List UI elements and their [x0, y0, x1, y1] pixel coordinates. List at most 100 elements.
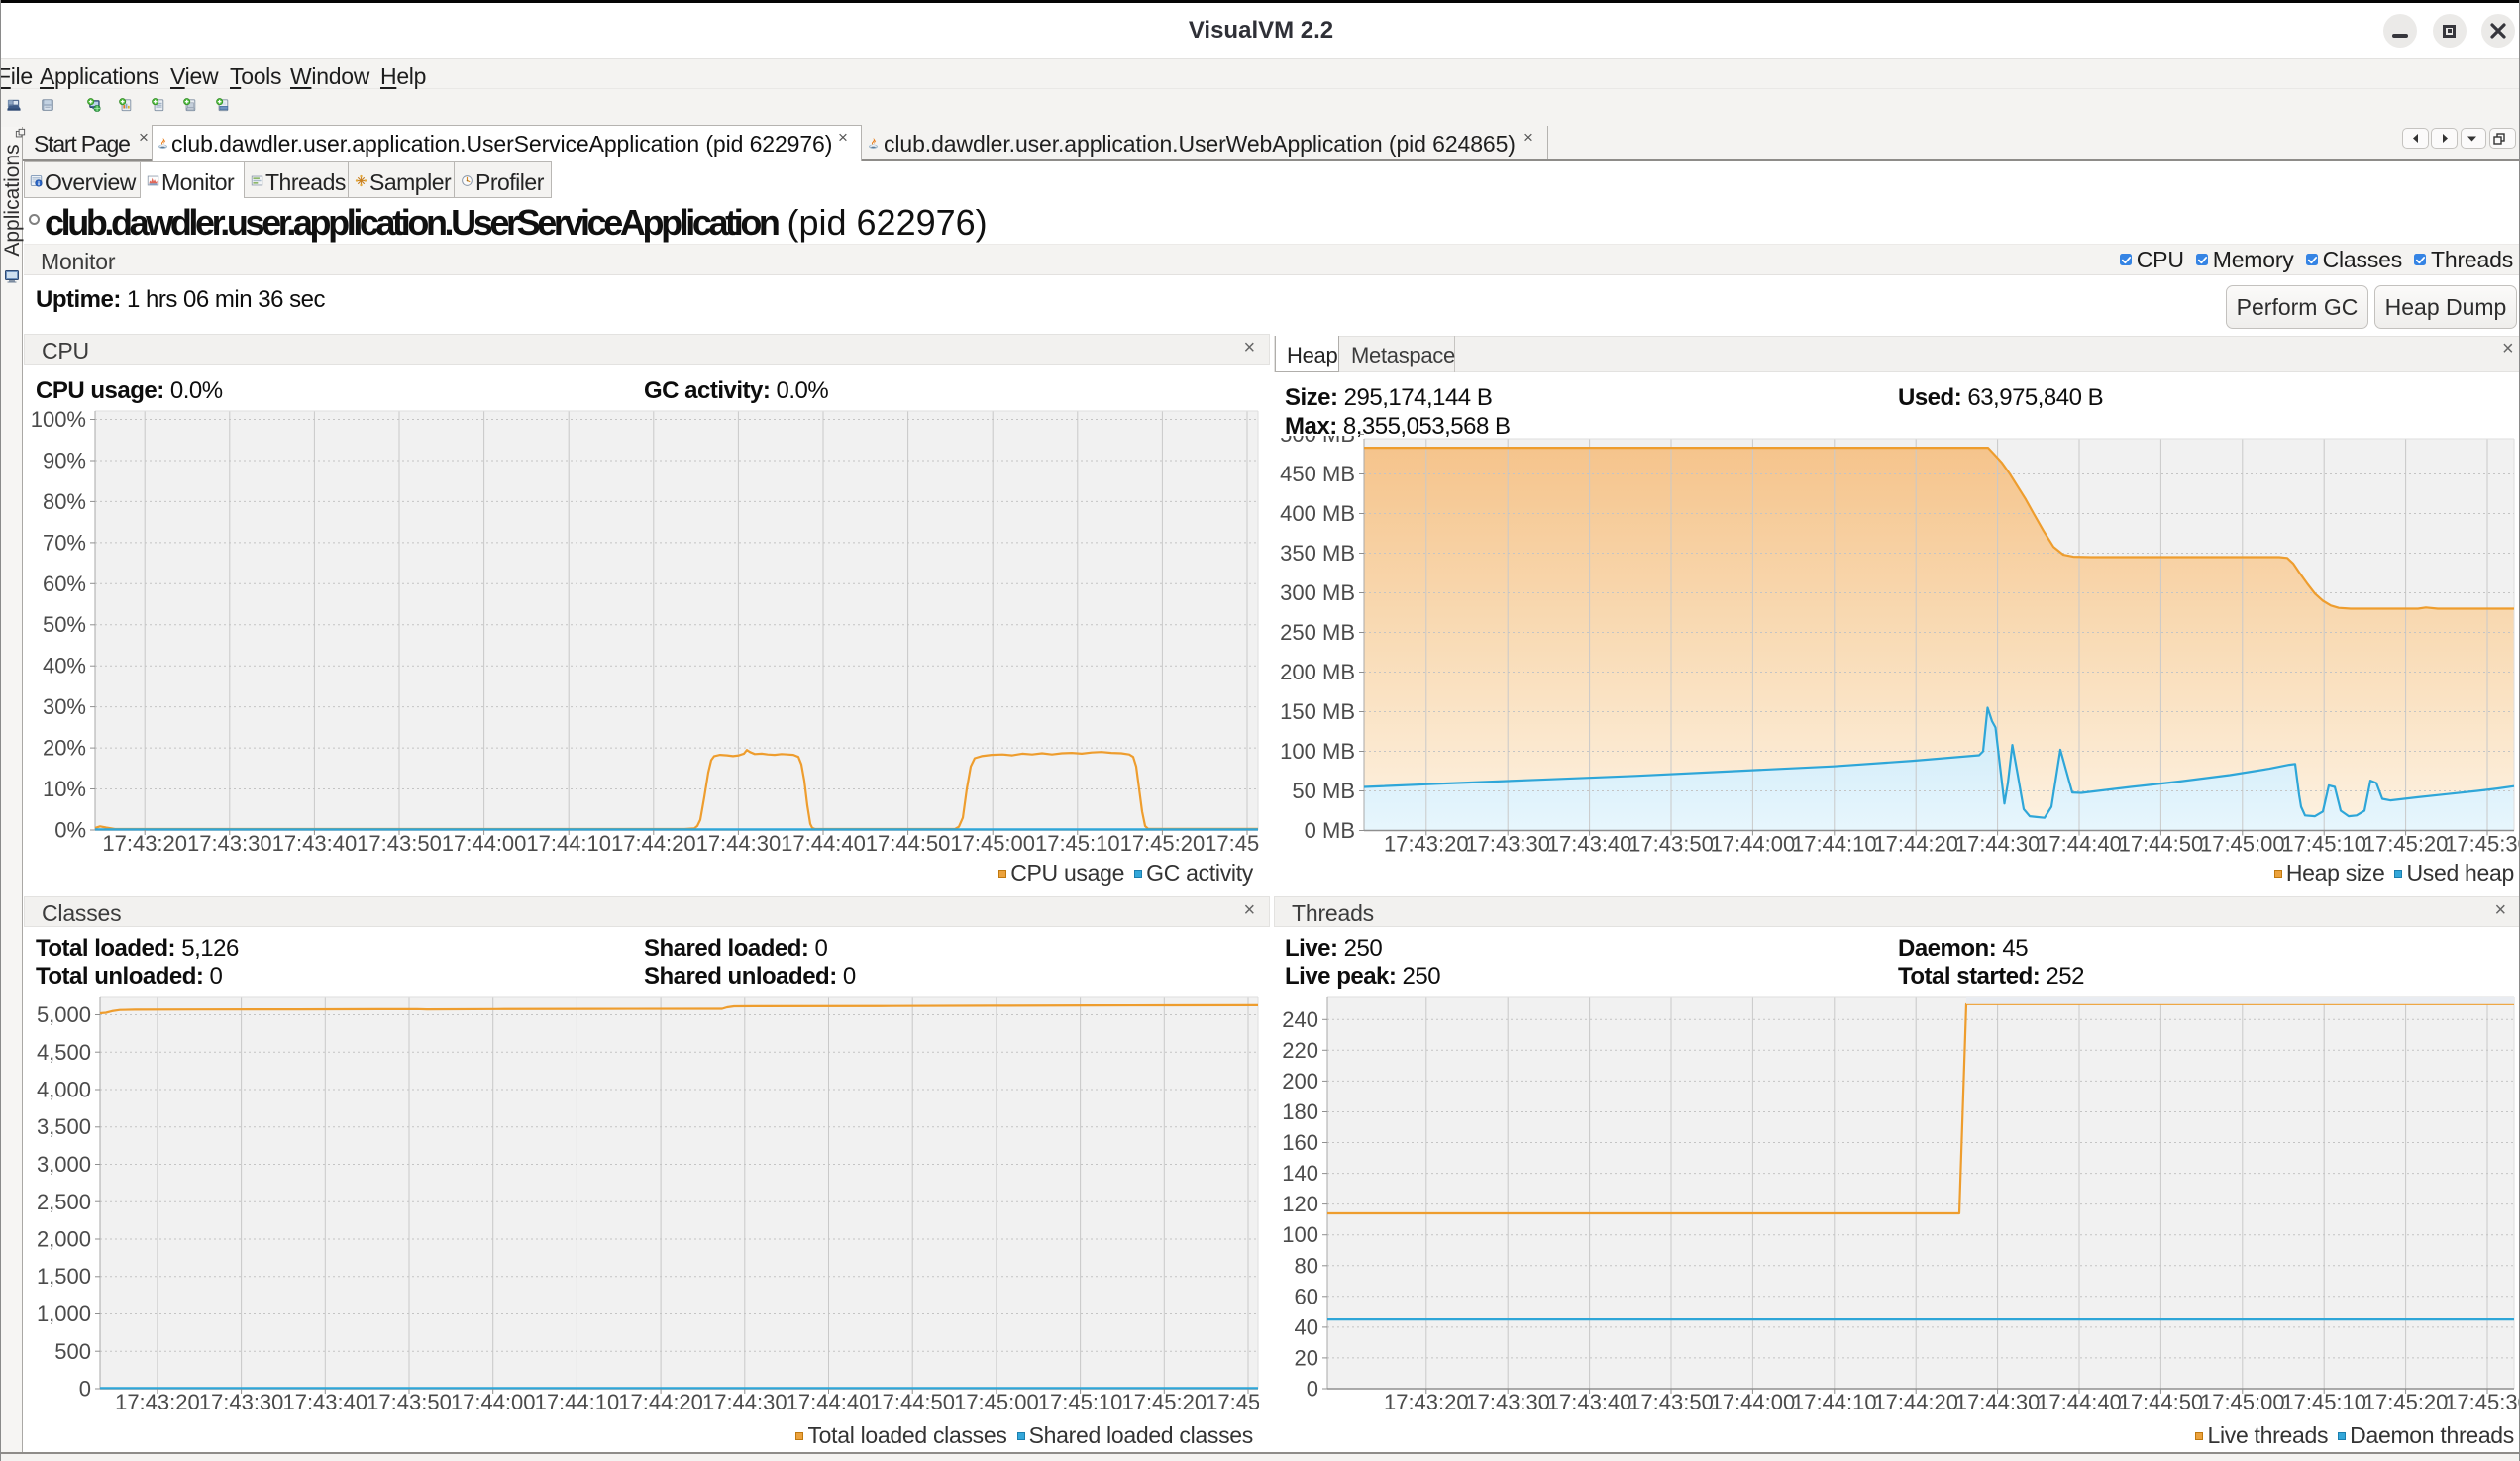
- svg-text:0: 0: [79, 1377, 91, 1402]
- svg-text:4,000: 4,000: [37, 1078, 91, 1102]
- svg-text:50%: 50%: [43, 612, 86, 637]
- svg-text:17:43:30: 17:43:30: [187, 831, 272, 856]
- svg-text:17:45:10: 17:45:10: [1035, 831, 1120, 856]
- svg-text:17:44:20: 17:44:20: [1873, 1390, 1958, 1414]
- svg-text:17:45:30: 17:45:30: [2445, 1390, 2520, 1414]
- svg-text:17:45:00: 17:45:00: [2200, 832, 2285, 857]
- svg-text:17:43:20: 17:43:20: [1384, 832, 1469, 857]
- svg-text:17:44:00: 17:44:00: [1711, 832, 1796, 857]
- svg-text:17:44:30: 17:44:30: [702, 1390, 788, 1414]
- svg-text:17:43:40: 17:43:40: [1547, 832, 1632, 857]
- svg-text:17:44:10: 17:44:10: [1792, 1390, 1877, 1414]
- svg-text:17:44:40: 17:44:40: [781, 831, 866, 856]
- svg-text:17:43:30: 17:43:30: [199, 1390, 284, 1414]
- svg-text:17:45:10: 17:45:10: [2281, 1390, 2366, 1414]
- svg-text:17:45:00: 17:45:00: [2200, 1390, 2285, 1414]
- svg-text:17:44:40: 17:44:40: [2037, 832, 2122, 857]
- svg-text:17:45:10: 17:45:10: [1038, 1390, 1123, 1414]
- svg-text:10%: 10%: [43, 777, 86, 801]
- svg-text:2,500: 2,500: [37, 1190, 91, 1214]
- svg-text:80: 80: [1295, 1253, 1318, 1278]
- svg-text:17:43:50: 17:43:50: [357, 831, 442, 856]
- svg-text:17:44:00: 17:44:00: [451, 1390, 536, 1414]
- svg-text:17:45:10: 17:45:10: [2281, 832, 2366, 857]
- svg-text:300 MB: 300 MB: [1280, 580, 1355, 605]
- svg-text:17:43:50: 17:43:50: [367, 1390, 452, 1414]
- svg-text:150 MB: 150 MB: [1280, 699, 1355, 724]
- svg-text:17:45:20: 17:45:20: [2363, 1390, 2449, 1414]
- svg-text:450 MB: 450 MB: [1280, 462, 1355, 486]
- svg-text:1,500: 1,500: [37, 1264, 91, 1289]
- svg-text:17:44:00: 17:44:00: [1711, 1390, 1796, 1414]
- svg-text:17:45:30: 17:45:30: [1206, 1390, 1259, 1414]
- svg-text:17:44:20: 17:44:20: [618, 1390, 703, 1414]
- svg-text:17:43:20: 17:43:20: [102, 831, 187, 856]
- svg-text:60%: 60%: [43, 572, 86, 596]
- svg-text:140: 140: [1282, 1161, 1318, 1186]
- svg-text:17:43:40: 17:43:40: [282, 1390, 368, 1414]
- svg-text:5,000: 5,000: [37, 1002, 91, 1027]
- svg-text:180: 180: [1282, 1099, 1318, 1124]
- svg-text:17:44:30: 17:44:30: [1955, 1390, 2041, 1414]
- svg-text:17:43:20: 17:43:20: [1384, 1390, 1469, 1414]
- svg-text:40: 40: [1295, 1314, 1318, 1339]
- svg-text:120: 120: [1282, 1192, 1318, 1216]
- svg-text:17:45:20: 17:45:20: [1121, 1390, 1207, 1414]
- svg-text:220: 220: [1282, 1038, 1318, 1063]
- svg-text:17:43:50: 17:43:50: [1628, 832, 1714, 857]
- svg-text:17:43:30: 17:43:30: [1465, 832, 1550, 857]
- svg-text:17:44:20: 17:44:20: [1873, 832, 1958, 857]
- svg-text:17:44:00: 17:44:00: [442, 831, 527, 856]
- svg-text:20%: 20%: [43, 736, 86, 761]
- svg-text:2,000: 2,000: [37, 1227, 91, 1252]
- svg-text:17:44:50: 17:44:50: [2119, 832, 2204, 857]
- svg-text:500 MB: 500 MB: [1280, 422, 1355, 447]
- svg-text:17:45:30: 17:45:30: [2445, 832, 2520, 857]
- svg-text:160: 160: [1282, 1130, 1318, 1155]
- svg-text:17:45:00: 17:45:00: [950, 831, 1035, 856]
- svg-text:17:44:10: 17:44:10: [1792, 832, 1877, 857]
- svg-text:17:44:20: 17:44:20: [611, 831, 696, 856]
- svg-text:100: 100: [1282, 1222, 1318, 1247]
- svg-text:500: 500: [54, 1339, 91, 1364]
- svg-text:17:45:20: 17:45:20: [2363, 832, 2449, 857]
- svg-text:0: 0: [1307, 1377, 1318, 1402]
- svg-text:17:44:30: 17:44:30: [696, 831, 782, 856]
- svg-text:4,500: 4,500: [37, 1040, 91, 1065]
- svg-text:0%: 0%: [54, 818, 86, 843]
- svg-text:60: 60: [1295, 1284, 1318, 1308]
- svg-text:17:44:10: 17:44:10: [535, 1390, 620, 1414]
- svg-text:100 MB: 100 MB: [1280, 739, 1355, 764]
- svg-text:17:44:30: 17:44:30: [1955, 832, 2041, 857]
- svg-text:200: 200: [1282, 1069, 1318, 1094]
- svg-text:17:43:50: 17:43:50: [1628, 1390, 1714, 1414]
- svg-text:17:44:10: 17:44:10: [526, 831, 611, 856]
- svg-text:17:44:40: 17:44:40: [2037, 1390, 2122, 1414]
- svg-text:17:44:50: 17:44:50: [870, 1390, 955, 1414]
- svg-text:17:43:30: 17:43:30: [1465, 1390, 1550, 1414]
- svg-text:70%: 70%: [43, 530, 86, 555]
- svg-text:17:44:40: 17:44:40: [787, 1390, 872, 1414]
- svg-text:17:43:20: 17:43:20: [115, 1390, 200, 1414]
- svg-text:17:43:40: 17:43:40: [272, 831, 358, 856]
- svg-text:90%: 90%: [43, 449, 86, 473]
- svg-text:17:45:30: 17:45:30: [1205, 831, 1259, 856]
- svg-text:17:45:20: 17:45:20: [1120, 831, 1206, 856]
- svg-text:3,500: 3,500: [37, 1114, 91, 1139]
- svg-text:50 MB: 50 MB: [1292, 779, 1355, 803]
- svg-text:0 MB: 0 MB: [1305, 818, 1355, 843]
- svg-text:17:44:50: 17:44:50: [2119, 1390, 2204, 1414]
- svg-text:20: 20: [1295, 1345, 1318, 1370]
- svg-text:80%: 80%: [43, 489, 86, 514]
- svg-text:40%: 40%: [43, 654, 86, 678]
- svg-text:400 MB: 400 MB: [1280, 501, 1355, 526]
- svg-text:1,000: 1,000: [37, 1302, 91, 1326]
- svg-text:350 MB: 350 MB: [1280, 541, 1355, 566]
- svg-text:30%: 30%: [43, 694, 86, 719]
- svg-text:250 MB: 250 MB: [1280, 620, 1355, 645]
- svg-text:240: 240: [1282, 1007, 1318, 1032]
- svg-text:17:43:40: 17:43:40: [1547, 1390, 1632, 1414]
- svg-text:17:44:50: 17:44:50: [866, 831, 951, 856]
- svg-text:200 MB: 200 MB: [1280, 660, 1355, 684]
- svg-text:17:45:00: 17:45:00: [954, 1390, 1039, 1414]
